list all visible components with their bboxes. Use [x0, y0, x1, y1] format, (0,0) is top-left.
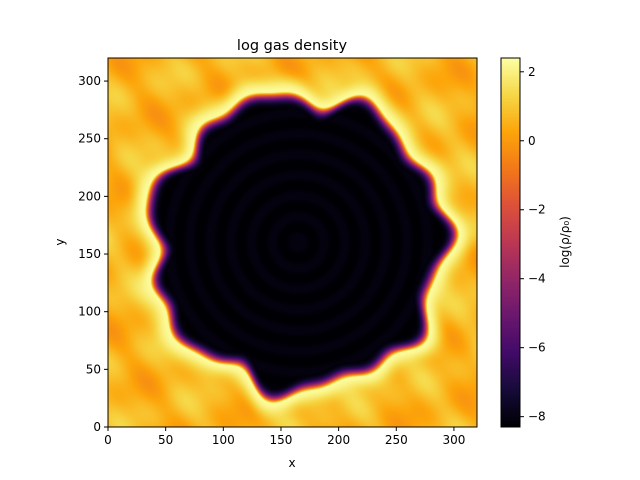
y-tick-label: 50: [86, 362, 101, 376]
y-axis: 0 50 100 150 200 250 300: [78, 74, 108, 434]
x-tick-label: 200: [327, 433, 350, 447]
colorbar-gradient: [501, 58, 520, 427]
colorbar-tick-label: 2: [528, 65, 536, 79]
colorbar-tick-label: −2: [528, 203, 546, 217]
y-tick-label: 250: [78, 132, 101, 146]
x-axis: 0 50 100 150 200 250 300: [104, 427, 465, 447]
colorbar-canvas-container: [501, 58, 520, 427]
y-tick-label: 200: [78, 189, 101, 203]
heatmap-canvas-container: [108, 58, 477, 427]
x-tick-label: 100: [212, 433, 235, 447]
y-tick-label: 0: [93, 420, 101, 434]
y-tick-label: 100: [78, 305, 101, 319]
x-tick-label: 0: [104, 433, 112, 447]
plot-frame: [107, 57, 478, 428]
x-tick-label: 300: [442, 433, 465, 447]
y-tick-label: 150: [78, 247, 101, 261]
colorbar-tick-label: 0: [528, 134, 536, 148]
heatmap-image: [108, 58, 477, 427]
x-tick-label: 50: [158, 433, 173, 447]
colorbar-ticks: −8 −6 −4 −2 0 2: [520, 65, 546, 424]
heatmap-plot: [107, 57, 478, 428]
colorbar: −8 −6 −4 −2 0 2 log(ρ/ρ₀): [500, 57, 572, 428]
colorbar-label: log(ρ/ρ₀): [558, 216, 572, 268]
y-axis-label: y: [53, 238, 67, 245]
x-tick-label: 250: [385, 433, 408, 447]
x-tick-label: 150: [270, 433, 293, 447]
chart-title: log gas density: [237, 38, 348, 54]
y-tick-label: 300: [78, 74, 101, 88]
colorbar-tick-label: −8: [528, 410, 546, 424]
colorbar-tick-label: −6: [528, 341, 546, 355]
colorbar-tick-label: −4: [528, 272, 546, 286]
colorbar-frame: [500, 57, 521, 428]
x-axis-label: x: [288, 456, 295, 470]
